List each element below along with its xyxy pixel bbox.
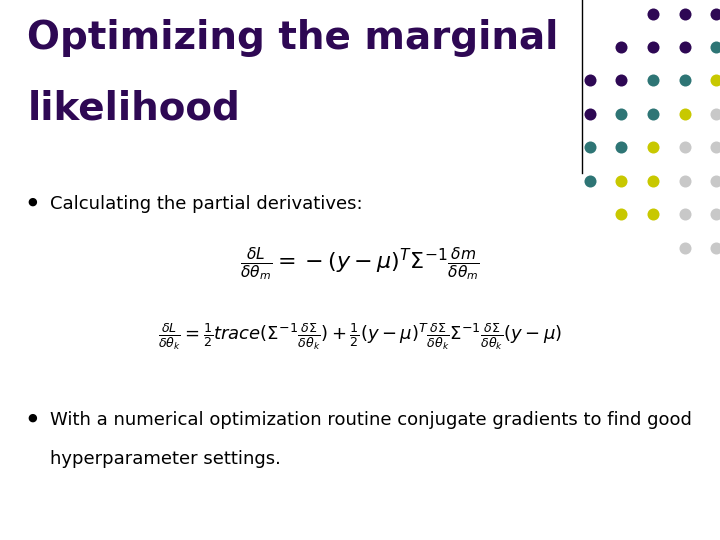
Point [616, 76, 627, 85]
Text: $\frac{\delta L}{\delta \theta_m} = -(y-\mu)^T \Sigma^{-1} \frac{\delta m}{\delt: $\frac{\delta L}{\delta \theta_m} = -(y-… [240, 246, 480, 283]
Text: With a numerical optimization routine conjugate gradients to find good: With a numerical optimization routine co… [50, 411, 692, 429]
Point [647, 76, 659, 85]
Point [711, 177, 720, 185]
Point [711, 110, 720, 118]
Point [616, 210, 627, 219]
Point [679, 43, 690, 51]
Text: ●: ● [27, 413, 37, 423]
Point [711, 76, 720, 85]
Point [616, 177, 627, 185]
Point [647, 9, 659, 18]
Point [679, 244, 690, 252]
Point [711, 9, 720, 18]
Point [679, 9, 690, 18]
Point [711, 43, 720, 51]
Point [679, 76, 690, 85]
Point [679, 210, 690, 219]
Text: hyperparameter settings.: hyperparameter settings. [50, 450, 282, 468]
Point [616, 43, 627, 51]
Point [647, 210, 659, 219]
Text: likelihood: likelihood [27, 89, 240, 127]
Point [679, 110, 690, 118]
Point [584, 76, 595, 85]
Text: Optimizing the marginal: Optimizing the marginal [27, 19, 559, 57]
Point [711, 210, 720, 219]
Point [584, 143, 595, 152]
Text: ●: ● [27, 197, 37, 207]
Point [584, 110, 595, 118]
Point [711, 244, 720, 252]
Point [711, 143, 720, 152]
Point [584, 177, 595, 185]
Point [647, 177, 659, 185]
Text: Calculating the partial derivatives:: Calculating the partial derivatives: [50, 195, 363, 213]
Point [679, 177, 690, 185]
Point [647, 110, 659, 118]
Point [679, 143, 690, 152]
Point [616, 110, 627, 118]
Point [647, 43, 659, 51]
Point [647, 143, 659, 152]
Text: $\frac{\delta L}{\delta \theta_k} = \frac{1}{2} trace(\Sigma^{-1} \frac{\delta \: $\frac{\delta L}{\delta \theta_k} = \fra… [158, 321, 562, 352]
Point [616, 143, 627, 152]
